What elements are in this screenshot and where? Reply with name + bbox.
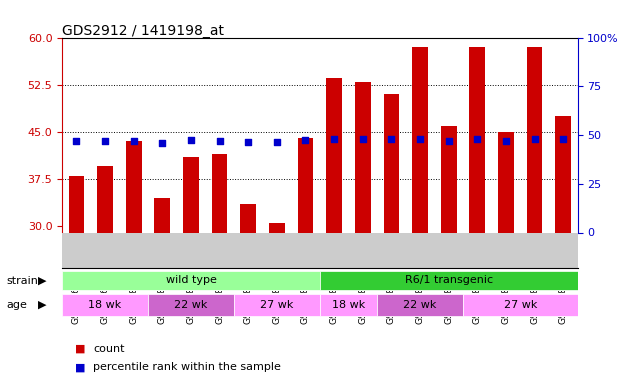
Text: ▶: ▶ — [38, 300, 47, 310]
Bar — [212, 154, 227, 232]
Point — [243, 139, 253, 145]
Text: ■: ■ — [75, 363, 85, 372]
Point — [473, 136, 483, 142]
Bar — [412, 47, 428, 232]
Point — [157, 140, 167, 146]
Bar — [155, 198, 170, 232]
FancyBboxPatch shape — [234, 294, 320, 316]
Bar — [126, 141, 142, 232]
Bar — [183, 157, 199, 232]
FancyBboxPatch shape — [320, 294, 377, 316]
Bar — [297, 138, 314, 232]
Bar — [384, 94, 399, 232]
Bar — [326, 78, 342, 232]
Point — [530, 136, 540, 142]
FancyBboxPatch shape — [463, 294, 578, 316]
Point — [501, 138, 511, 144]
Point — [415, 136, 425, 142]
Point — [215, 138, 225, 144]
Text: wild type: wild type — [166, 275, 216, 285]
Text: count: count — [93, 344, 125, 354]
Text: 22 wk: 22 wk — [175, 300, 207, 310]
Bar — [527, 47, 543, 232]
Point — [272, 139, 282, 145]
Bar — [355, 81, 371, 232]
Text: 18 wk: 18 wk — [332, 300, 365, 310]
FancyBboxPatch shape — [62, 294, 148, 316]
Point — [329, 136, 339, 142]
Bar — [469, 47, 485, 232]
Bar — [240, 204, 256, 232]
Point — [186, 137, 196, 143]
Text: strain: strain — [6, 276, 38, 285]
Bar — [441, 126, 456, 232]
Text: ■: ■ — [75, 344, 85, 354]
Bar — [555, 116, 571, 232]
Text: age: age — [6, 300, 27, 310]
FancyBboxPatch shape — [62, 271, 320, 290]
Point — [358, 136, 368, 142]
FancyBboxPatch shape — [148, 294, 234, 316]
Point — [129, 138, 138, 144]
Point — [100, 138, 110, 144]
FancyBboxPatch shape — [320, 271, 578, 290]
Text: 27 wk: 27 wk — [504, 300, 537, 310]
FancyBboxPatch shape — [377, 294, 463, 316]
Bar — [498, 132, 514, 232]
Point — [443, 138, 453, 144]
Text: 22 wk: 22 wk — [404, 300, 437, 310]
Bar — [269, 223, 285, 232]
Point — [558, 136, 568, 142]
Text: GDS2912 / 1419198_at: GDS2912 / 1419198_at — [62, 24, 224, 38]
Text: ▶: ▶ — [38, 276, 47, 285]
Point — [301, 137, 310, 143]
Text: R6/1 transgenic: R6/1 transgenic — [405, 275, 492, 285]
Text: percentile rank within the sample: percentile rank within the sample — [93, 363, 281, 372]
Point — [386, 136, 396, 142]
Text: 27 wk: 27 wk — [260, 300, 294, 310]
Text: 18 wk: 18 wk — [88, 300, 122, 310]
Bar — [97, 166, 113, 232]
Point — [71, 138, 81, 144]
Bar — [68, 176, 84, 232]
